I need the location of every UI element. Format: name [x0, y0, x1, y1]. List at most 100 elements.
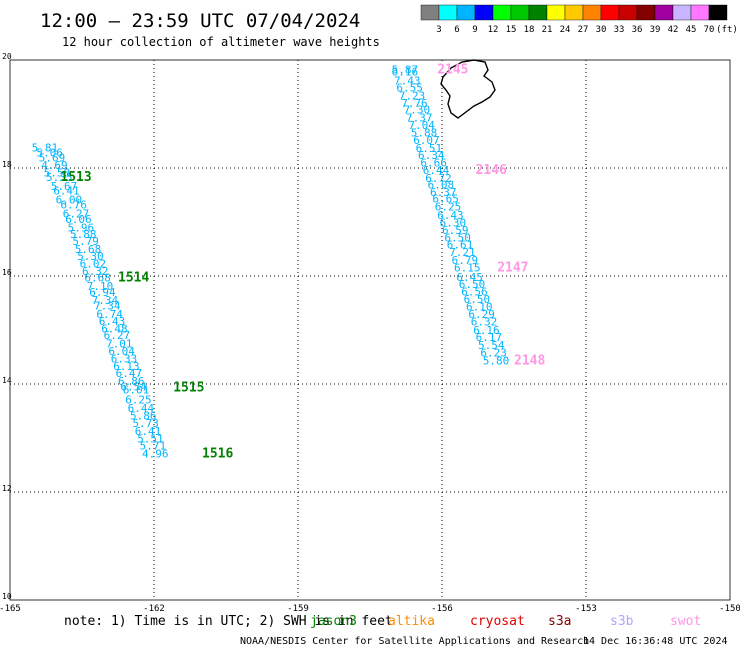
- wave-height-value: 6.72: [425, 172, 452, 185]
- satellite-tracks: 5.815.065.694.695.585.355.676.416.006.76…: [32, 63, 546, 462]
- island-outline: [440, 59, 496, 119]
- colorbar-label: 6: [454, 25, 459, 35]
- footer-timestamp: 14 Dec 16:36:48 UTC 2024: [583, 636, 728, 647]
- wave-height-value: 5.69: [39, 152, 66, 165]
- y-tick-label: 18: [2, 160, 12, 169]
- wave-height-value: 6.50: [459, 278, 486, 291]
- wave-height-value: 6.23: [480, 346, 507, 359]
- colorbar-swatch: [690, 4, 710, 21]
- wave-height-value: 7.37: [406, 112, 433, 125]
- wave-height-value: 5.88: [70, 228, 97, 241]
- wave-height-value: 6.06: [65, 213, 92, 226]
- wave-height-value: 5.30: [77, 250, 104, 263]
- pass-number-label: 1515: [173, 381, 204, 396]
- colorbar-swatch: [708, 4, 728, 21]
- x-tick-label: -159: [287, 604, 309, 614]
- wave-height-value: 6.68: [84, 271, 111, 284]
- colorbar-swatch: [546, 4, 566, 21]
- wave-height-value: 6.76: [60, 199, 87, 212]
- x-tick-label: -156: [431, 604, 453, 614]
- pass-number-label: 1516: [202, 446, 233, 461]
- wave-height-value: 6.27: [63, 208, 90, 221]
- wave-height-value: 6.01: [123, 384, 150, 397]
- wave-height-value: 6.08: [428, 179, 455, 192]
- wave-height-value: 6.33: [111, 352, 138, 365]
- wave-height-value: 7.30: [404, 103, 431, 116]
- pass-number-label: 2145: [437, 63, 468, 78]
- wave-height-value: 7.43: [394, 74, 421, 87]
- wave-height-value: 6.02: [80, 257, 107, 270]
- wave-height-value: 6.41: [53, 184, 79, 197]
- wave-height-value: 6.07: [413, 134, 440, 147]
- colorbar-label: 39: [650, 25, 661, 35]
- wave-height-value: 6.37: [430, 186, 457, 199]
- pass-number-label: 2147: [497, 261, 528, 276]
- y-tick-label: 10: [2, 592, 12, 601]
- wave-height-value: 6.00: [56, 194, 83, 207]
- x-tick-label: -165: [0, 604, 21, 614]
- colorbar-label: 3: [436, 25, 441, 35]
- satellite-legend-item: swot: [670, 614, 701, 629]
- x-tick-label: -153: [575, 604, 597, 614]
- colorbar-label: 12: [488, 25, 499, 35]
- wave-height-value: 7.04: [408, 119, 435, 132]
- wave-height-value: 6.44: [128, 402, 155, 415]
- wave-height-value: 6.43: [437, 209, 464, 222]
- wave-height-value: 6.45: [456, 271, 483, 284]
- wave-height-value: 7.01: [106, 337, 133, 350]
- satellite-legend-item: s3b: [610, 614, 634, 629]
- wave-height-value: 6.04: [108, 345, 135, 358]
- colorbar-label: (ft): [716, 25, 738, 35]
- axis-ticks: -165 -162 -159 -156 -153 -150 10 12 14 16 18 20: [0, 52, 740, 614]
- wave-height-value: 6.25: [435, 201, 462, 214]
- wave-height-value: 6.59: [442, 224, 469, 237]
- wave-height-value: 7.21: [449, 246, 476, 259]
- chart-title: 12:00 — 23:59 UTC 07/04/2024: [40, 10, 360, 32]
- grid-lines: [10, 60, 730, 600]
- wave-height-value: 6.74: [96, 308, 123, 321]
- wave-height-value: 6.25: [125, 393, 152, 406]
- colorbar-swatch: [420, 4, 440, 21]
- pass-number-label: 1514: [118, 270, 149, 285]
- wave-height-value: 6.43: [99, 315, 126, 328]
- colorbar-swatch: [672, 4, 692, 21]
- wave-height-value: 5.79: [72, 235, 99, 248]
- colorbar-swatch: [582, 4, 602, 21]
- wave-height-value: 6.27: [104, 329, 131, 342]
- colorbar-swatch: [564, 4, 584, 21]
- wave-height-value: 6.30: [440, 216, 467, 229]
- colorbar-swatch: [600, 4, 620, 21]
- wave-height-value: 6.50: [464, 293, 491, 306]
- x-tick-label: -150: [719, 604, 740, 614]
- wave-height-value: 6.34: [418, 149, 445, 162]
- wave-height-value: 6.61: [447, 238, 474, 251]
- y-tick-label: 16: [2, 268, 12, 277]
- wave-height-value: 5.88: [411, 127, 438, 140]
- wave-height-value: 5.06: [36, 147, 63, 160]
- colorbar-label: 24: [560, 25, 571, 35]
- colorbar-swatch: [528, 4, 548, 21]
- colorbar-swatch: [654, 4, 674, 21]
- wave-height-value: 6.48: [101, 323, 128, 336]
- wave-height-value: 6.32: [471, 316, 498, 329]
- wave-height-value: 6.41: [135, 425, 162, 438]
- colorbar-label: 70: [704, 25, 715, 35]
- colorbar-label: 42: [668, 25, 679, 35]
- wave-height-value: 5.73: [132, 417, 159, 430]
- wave-height-value: 7.10: [87, 280, 114, 293]
- wave-height-value: 6.29: [468, 308, 495, 321]
- plot-frame: [9, 59, 731, 601]
- footer-credit: NOAA/NESDIS Center for Satellite Applica…: [240, 636, 589, 647]
- colorbar-label: 30: [596, 25, 607, 35]
- colorbar-label: 21: [542, 25, 553, 35]
- wave-height-value: 5.71: [140, 439, 167, 452]
- pass-number-label: 2148: [514, 354, 545, 369]
- wave-height-value: 5.80: [483, 355, 510, 368]
- wave-height-value: 5.86: [130, 410, 157, 423]
- satellite-legend-item: jason3: [310, 614, 357, 629]
- wave-height-value: 6.51: [416, 142, 443, 155]
- colorbar-label: 27: [578, 25, 589, 35]
- wave-height-value: 5.67: [51, 180, 78, 193]
